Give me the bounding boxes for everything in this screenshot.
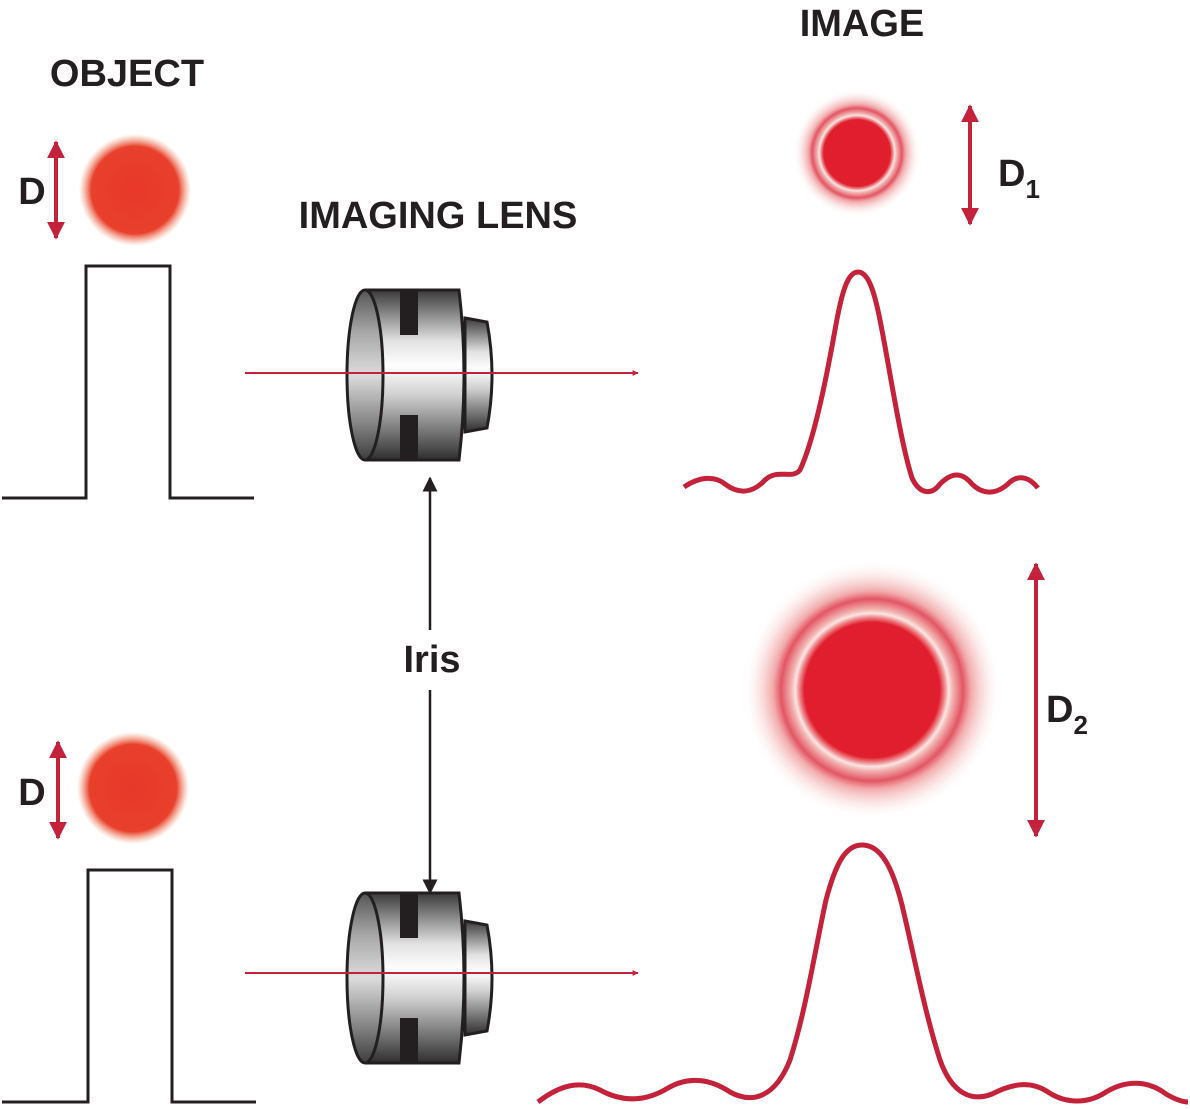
- imaging-lens-top: [345, 288, 494, 462]
- image-label: IMAGE: [800, 3, 925, 45]
- imaging-lens-label: IMAGING LENS: [299, 195, 578, 237]
- image-profile-bottom: [536, 842, 1189, 1105]
- d1-subscript: 1: [1025, 174, 1039, 204]
- image-diameter-label-top: D1: [998, 153, 1040, 204]
- object-spot-bottom: [77, 732, 189, 844]
- object-profile-top: [2, 264, 254, 500]
- d2-main: D: [1046, 689, 1073, 731]
- object-label: OBJECT: [50, 53, 204, 95]
- image-airy-disc-bottom: [742, 560, 1002, 820]
- object-diameter-label-bottom: D: [18, 772, 45, 814]
- object-spot-top: [79, 134, 191, 246]
- object-diameter-label-top: D: [18, 171, 45, 213]
- image-airy-disc-top: [793, 89, 921, 217]
- object-profile-bottom: [2, 868, 256, 1104]
- image-diameter-label-bottom: D2: [1046, 689, 1088, 740]
- d2-subscript: 2: [1073, 710, 1087, 740]
- image-profile-top: [682, 269, 1040, 495]
- d1-main: D: [998, 153, 1025, 195]
- iris-label: Iris: [403, 639, 460, 681]
- imaging-lens-bottom: [345, 891, 494, 1065]
